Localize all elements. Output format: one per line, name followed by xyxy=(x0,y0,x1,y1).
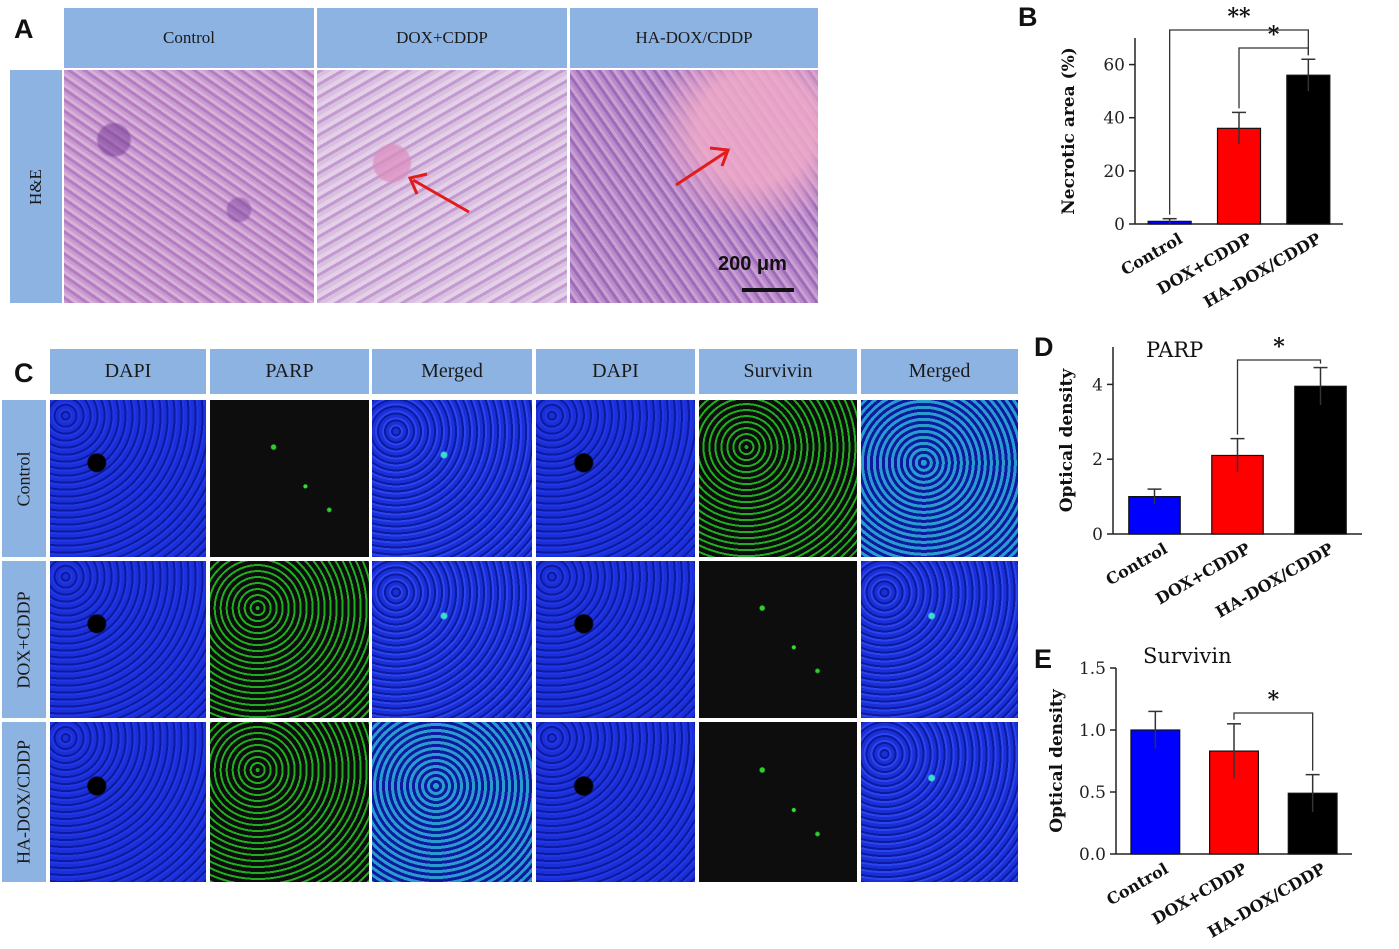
if-row-label-dox-cddp: DOX+CDDP xyxy=(13,590,34,689)
if-header-dapi-1: DAPI xyxy=(50,349,206,394)
if-image-control-dapi xyxy=(50,400,206,557)
he-arrow-dox-cddp xyxy=(407,172,470,214)
if-header-survivin: Survivin xyxy=(699,349,857,394)
significance-label: ** xyxy=(1227,4,1251,30)
y-tick-label: 40 xyxy=(1103,109,1125,129)
scale-bar-label: 200 μm xyxy=(718,253,787,275)
panel-d-letter: D xyxy=(1034,332,1054,362)
if-image-control-parp xyxy=(210,400,369,557)
y-tick-label: 2 xyxy=(1092,450,1103,470)
if-image-control-survivin xyxy=(699,400,857,557)
y-tick-label: 1.5 xyxy=(1079,659,1106,679)
y-tick-label: 1.0 xyxy=(1079,721,1106,741)
significance-label: * xyxy=(1268,22,1280,48)
if-image-dox-cddp-merged-parp xyxy=(372,561,532,718)
he-row-label: H&E xyxy=(26,168,45,205)
significance-label: * xyxy=(1273,334,1285,360)
he-row-label-box: H&E xyxy=(10,70,62,303)
y-tick-label: 0.5 xyxy=(1079,783,1106,803)
y-tick-label: 20 xyxy=(1103,162,1125,182)
if-row-label-ha-dox-cddp: HA-DOX/CDDP xyxy=(13,739,34,865)
significance-bracket xyxy=(1238,47,1309,109)
x-category-label: Control xyxy=(1102,539,1170,589)
panel-b-letter: B xyxy=(1018,2,1038,32)
if-header-dapi-2: DAPI xyxy=(536,349,695,394)
y-axis-label: Optical density xyxy=(1057,368,1077,513)
if-image-dox-cddp-dapi xyxy=(50,561,206,718)
y-tick-label: 0 xyxy=(1114,215,1125,235)
scale-bar xyxy=(742,288,794,292)
if-image-ha-dox-cddp-merged-parp xyxy=(372,722,532,882)
bar xyxy=(1128,496,1181,535)
y-axis-label: Necrotic area (%) xyxy=(1059,47,1079,215)
y-tick-label: 0 xyxy=(1092,525,1103,545)
if-header-parp: PARP xyxy=(210,349,369,394)
bar xyxy=(1294,385,1347,535)
he-image-control xyxy=(64,70,314,303)
if-header-merged-1: Merged xyxy=(372,349,532,394)
if-image-ha-dox-cddp-survivin xyxy=(699,722,857,882)
he-header-control: Control xyxy=(64,8,314,68)
if-image-dox-cddp-merged-survivin xyxy=(861,561,1018,718)
x-category-label: HA-DOX/CDDP xyxy=(1200,229,1324,312)
if-image-dox-cddp-parp xyxy=(210,561,369,718)
significance-bracket xyxy=(1233,712,1314,771)
chart-title: Survivin xyxy=(1143,644,1232,668)
bar xyxy=(1286,74,1331,225)
y-tick-label: 4 xyxy=(1092,375,1103,395)
if-image-control-merged-survivin xyxy=(861,400,1018,557)
panel-a-letter: A xyxy=(14,14,34,44)
if-image-ha-dox-cddp-parp xyxy=(210,722,369,882)
if-header-merged-2: Merged xyxy=(861,349,1018,394)
y-tick-label: 60 xyxy=(1103,56,1125,76)
he-image-dox-cddp xyxy=(317,70,567,303)
y-tick-label: 0.0 xyxy=(1079,845,1106,865)
he-image-ha-dox-cddp: 200 μm xyxy=(570,70,818,303)
significance-bracket xyxy=(1236,359,1322,435)
panel-e-letter: E xyxy=(1034,644,1053,674)
if-row-label-box-dox-cddp: DOX+CDDP xyxy=(2,561,46,718)
he-arrow-ha-dox-cddp xyxy=(675,146,731,187)
chart-title: PARP xyxy=(1146,338,1203,362)
he-header-dox-cddp: DOX+CDDP xyxy=(317,8,567,68)
x-category-label: Control xyxy=(1103,859,1171,909)
if-image-ha-dox-cddp-dapi xyxy=(50,722,206,882)
y-axis-label: Optical density xyxy=(1047,688,1067,833)
significance-label: * xyxy=(1268,687,1280,713)
if-row-label-control: Control xyxy=(13,450,34,507)
bar xyxy=(1130,729,1181,855)
if-row-label-box-control: Control xyxy=(2,400,46,557)
he-header-ha-dox-cddp: HA-DOX/CDDP xyxy=(570,8,818,68)
survivin-optical-density-chart: 0.0 0.5 1.0 1.5 Survivin Optical density Contr… xyxy=(1047,644,1352,942)
if-image-dox-cddp-survivin xyxy=(699,561,857,718)
if-image-control-merged-parp xyxy=(372,400,532,557)
if-image-control-dapi-2 xyxy=(536,400,695,557)
significance-bracket xyxy=(1169,29,1309,215)
if-image-dox-cddp-dapi-2 xyxy=(536,561,695,718)
if-image-ha-dox-cddp-dapi-2 xyxy=(536,722,695,882)
if-row-label-box-ha-dox-cddp: HA-DOX/CDDP xyxy=(2,722,46,882)
panel-c-letter: C xyxy=(14,358,34,388)
if-image-ha-dox-cddp-merged-survivin xyxy=(861,722,1018,882)
